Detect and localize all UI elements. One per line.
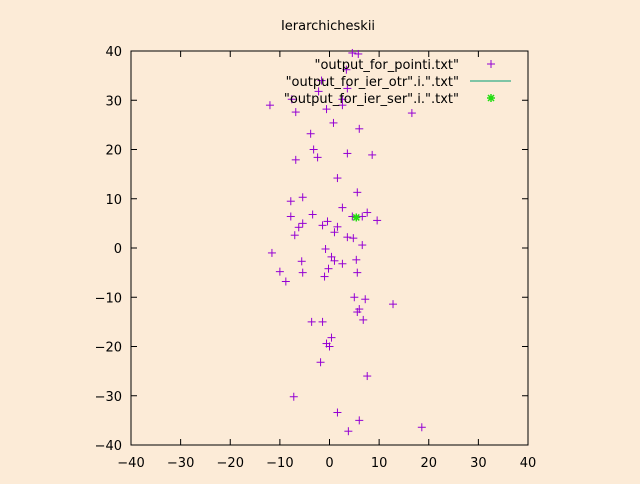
data-point [373,216,382,225]
x-tick-label: −10 [266,456,293,471]
data-point [338,101,347,110]
data-point [316,358,325,367]
data-point [363,208,372,217]
data-point [350,293,359,302]
data-point [286,197,295,206]
data-point [342,65,351,74]
data-point [318,317,327,326]
legend-marker-plus [487,60,495,68]
axes: −40 −30 −20 −10 0 10 20 30 40 −40 −30 −20 −10 0 10 20 30… [95,45,537,471]
data-point [308,210,317,219]
data-point [330,256,339,265]
data-point [333,408,342,417]
data-point [290,231,299,240]
y-tick-label: −10 [95,291,122,306]
y-tick-label: 40 [105,45,122,60]
x-tick-label: 10 [371,456,388,471]
data-point [314,87,323,96]
data-point [318,221,327,230]
data-points [265,48,426,436]
data-point [322,105,331,114]
data-point [291,155,300,164]
data-point [317,76,326,85]
data-point [267,248,276,257]
data-point [313,153,322,162]
data-point [355,124,364,133]
data-point [359,315,368,324]
data-point [338,259,347,268]
data-point [321,244,330,253]
y-tick-label: −20 [95,341,122,356]
legend-marker-star [487,94,495,102]
y-tick-label: −30 [95,390,122,405]
data-point [298,219,307,228]
data-point [352,255,361,264]
data-point [329,118,338,127]
y-tick-label: −40 [95,439,122,454]
y-tick-label: 0 [114,242,122,257]
data-point [327,333,336,342]
data-point [358,212,367,221]
data-point [407,109,416,118]
x-tick-label: 20 [420,456,437,471]
plot-border [130,50,529,446]
legend-label: "output_for_ier_otr".i.".txt" [286,75,459,90]
data-point [325,342,334,351]
data-point [353,188,362,197]
x-tick-label: 30 [470,456,487,471]
data-point [343,233,352,242]
legend-label: "output_for_ier_ser".i.".txt" [284,92,459,107]
data-point [289,392,298,401]
y-tick-label: 30 [105,94,122,109]
data-point [297,257,306,266]
legend-label: "output_for_pointi.txt" [315,58,460,73]
data-point [298,193,307,202]
data-point [389,300,398,309]
data-point [291,108,300,117]
data-point [338,203,347,212]
data-point [324,264,333,273]
data-point [323,217,332,226]
y-tick-label: 10 [105,193,122,208]
data-point [320,272,329,281]
x-tick-label: −30 [167,456,194,471]
x-tick-label: −20 [217,456,244,471]
data-point [344,427,353,436]
data-point [349,234,358,243]
data-point [361,295,370,304]
x-tick-label: 0 [325,456,333,471]
data-point [286,212,295,221]
data-point [330,228,339,237]
data-point [353,308,362,317]
legend: "output_for_pointi.txt" "output_for_ier_o… [284,58,511,107]
data-point [309,145,318,154]
chart-title: Ierarchicheskii [281,19,375,34]
data-point [355,416,364,425]
data-point [354,49,363,58]
data-point [417,423,426,432]
data-point [343,149,352,158]
data-point [343,84,352,93]
x-tick-label: 40 [520,456,537,471]
centroid-point [352,213,361,222]
data-point [353,268,362,277]
data-point [358,241,367,250]
data-point [363,372,372,381]
data-point [307,317,316,326]
data-point [287,95,296,104]
data-point [306,129,315,138]
data-point [333,174,342,183]
data-point [368,150,377,159]
data-point [298,268,307,277]
x-tick-label: −40 [117,456,144,471]
data-point [275,267,284,276]
data-point [348,48,357,57]
data-point [294,223,303,232]
data-point [333,222,342,231]
data-point [265,101,274,110]
data-point [281,277,290,286]
y-tick-label: 20 [105,144,122,159]
